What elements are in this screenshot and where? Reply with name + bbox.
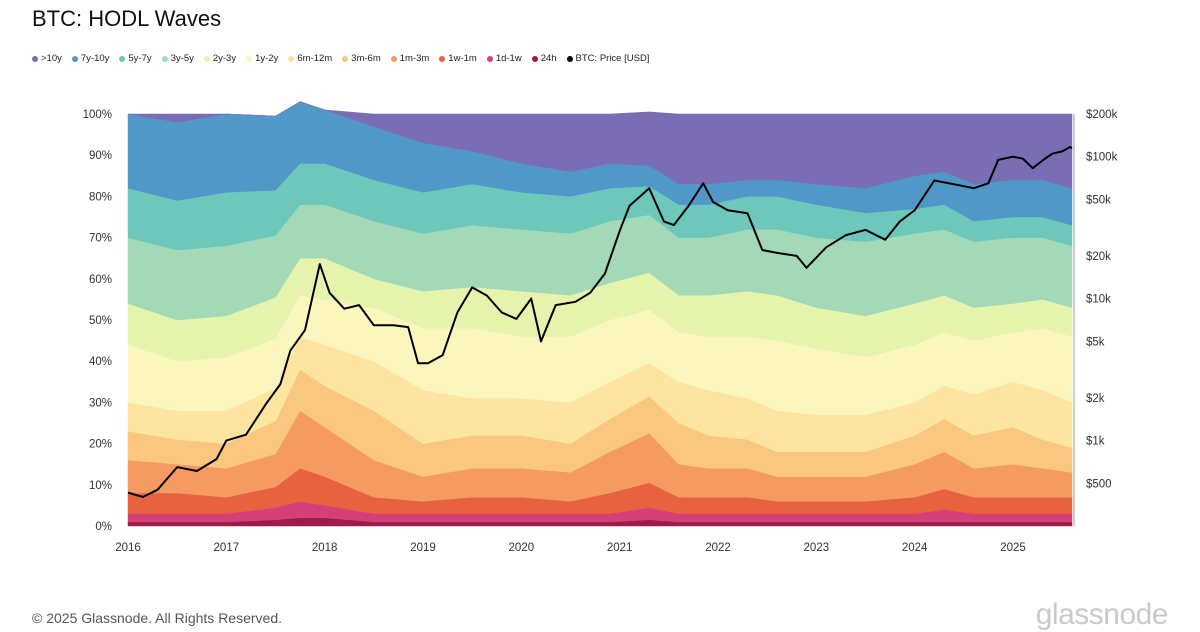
x-tick-label: 2024 <box>902 542 928 554</box>
legend-label: 24h <box>540 53 557 64</box>
legend-item[interactable]: BTC: Price [USD] <box>566 53 650 64</box>
copyright-footer: © 2025 Glassnode. All Rights Reserved. <box>32 610 283 626</box>
legend-item[interactable]: 5y-7y <box>119 53 152 64</box>
y-right-tick-label: $10k <box>1086 294 1111 306</box>
y-right-tick-label: $200k <box>1086 109 1118 121</box>
legend-label: 3m-6m <box>351 53 381 64</box>
legend-item[interactable]: 1y-2y <box>246 53 278 64</box>
x-tick-label: 2017 <box>214 542 240 554</box>
y-right-tick-label: $1k <box>1086 436 1105 448</box>
x-tick-label: 2020 <box>509 542 535 554</box>
legend-item[interactable]: 3m-6m <box>342 53 381 64</box>
y-left-tick-label: 0% <box>95 521 112 533</box>
legend-dot-icon <box>161 55 168 62</box>
legend-dot-icon <box>566 55 573 62</box>
legend-dot-icon <box>246 55 253 62</box>
y-left-tick-label: 30% <box>89 397 112 409</box>
legend-label: 1y-2y <box>255 53 279 64</box>
y-left-tick-label: 20% <box>89 439 112 451</box>
btc-price-line <box>127 146 1073 498</box>
legend-dot-icon <box>119 55 126 62</box>
legend-dot-icon <box>342 55 349 62</box>
legend-item[interactable]: 2y-3y <box>203 53 237 64</box>
legend-dot-icon <box>32 55 38 62</box>
y-right-tick-label: $5k <box>1086 336 1105 348</box>
legend-label: 2y-3y <box>212 53 237 64</box>
chart-legend: >10y 7y-10y 5y-7y 3y-5y 2y-3y 1y-2y 6m-12m 3m-6… <box>32 53 649 64</box>
x-tick-label: 2022 <box>705 542 731 554</box>
glassnode-logo: glassnode <box>1035 598 1169 631</box>
y-right-tick-label: $50k <box>1086 194 1111 206</box>
legend-item[interactable]: 1m-3m <box>390 53 430 64</box>
legend-label: 6m-12m <box>297 53 333 64</box>
x-tick-label: 2019 <box>410 542 436 554</box>
x-tick-label: 2023 <box>804 542 830 554</box>
hodl-waves-chart: 0% 10% 20% 30% 40% 50% 60% 70% 80% 90% 100% $500 $1k… <box>83 101 1118 554</box>
y-left-tick-label: 10% <box>89 480 112 492</box>
y-left-tick-label: 50% <box>89 315 112 327</box>
legend-label: 1w-1m <box>448 53 477 64</box>
y-right-tick-label: $20k <box>1086 251 1111 263</box>
y-right-tick-label: $2k <box>1086 393 1105 405</box>
x-tick-label: 2018 <box>312 542 338 554</box>
y-right-tick-label: $500 <box>1086 478 1112 490</box>
x-tick-label: 2025 <box>1000 542 1026 554</box>
legend-dot-icon <box>531 55 538 62</box>
y-left-tick-label: 90% <box>89 150 112 162</box>
legend-item[interactable]: 1w-1m <box>439 53 477 64</box>
legend-dot-icon <box>439 55 446 62</box>
y-left-tick-label: 80% <box>89 191 112 203</box>
x-tick-label: 2016 <box>115 542 141 554</box>
legend-dot-icon <box>390 55 397 62</box>
y-left-tick-label: 60% <box>89 274 112 286</box>
chart-title: BTC: HODL Waves <box>32 6 222 31</box>
legend-item[interactable]: 7y-10y <box>71 53 110 64</box>
legend-label: BTC: Price [USD] <box>575 53 650 64</box>
legend-label: 3y-5y <box>170 53 194 64</box>
legend-label: 1d-1w <box>495 53 522 64</box>
y-right-tick-label: $100k <box>1086 152 1118 164</box>
y-left-tick-label: 40% <box>89 356 112 368</box>
legend-item[interactable]: 3y-5y <box>161 53 194 64</box>
legend-dot-icon <box>71 55 78 62</box>
legend-label: 1m-3m <box>399 53 430 64</box>
y-left-tick-label: 100% <box>83 109 112 121</box>
legend-label: >10y <box>41 53 62 64</box>
area-band <box>127 101 1073 189</box>
x-tick-label: 2021 <box>607 542 633 554</box>
y-left-tick-label: 70% <box>89 233 112 245</box>
legend-dot-icon <box>486 55 493 62</box>
legend-label: 5y-7y <box>128 53 152 64</box>
legend-item[interactable]: >10y <box>32 53 62 64</box>
legend-dot-icon <box>203 55 210 62</box>
legend-item[interactable]: 24h <box>531 53 557 64</box>
legend-item[interactable]: 1d-1w <box>486 53 522 64</box>
legend-label: 7y-10y <box>80 53 110 64</box>
legend-item[interactable]: 6m-12m <box>288 53 332 64</box>
legend-dot-icon <box>288 55 295 62</box>
